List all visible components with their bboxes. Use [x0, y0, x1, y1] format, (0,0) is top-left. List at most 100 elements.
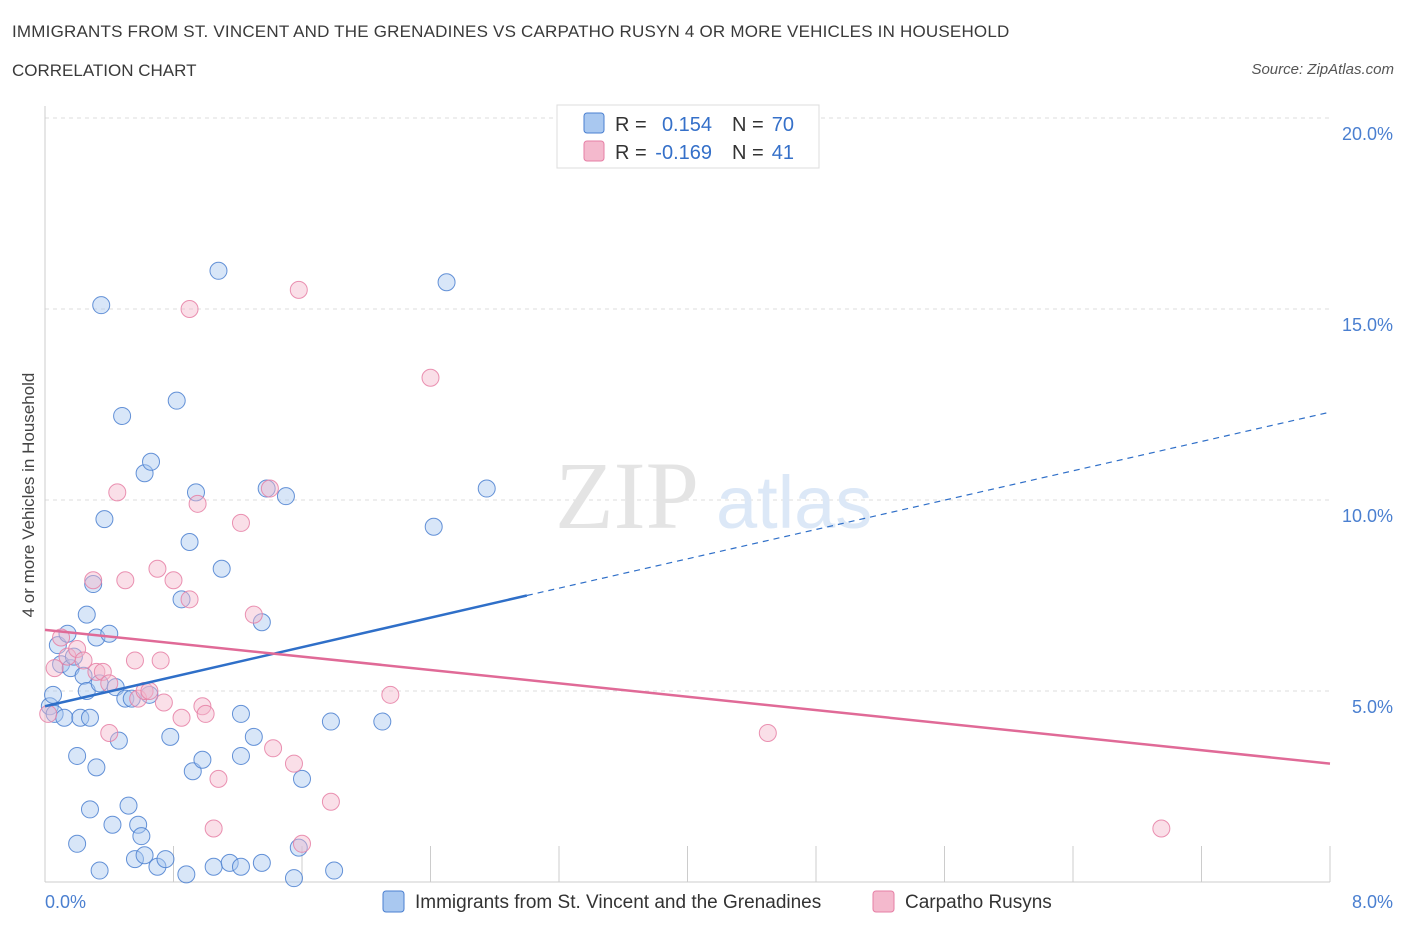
- point-s0-46: [183, 762, 202, 781]
- point-s0-42: [167, 391, 186, 410]
- legend-n-label-0: N =: [732, 114, 764, 136]
- point-s0-25: [103, 815, 122, 834]
- point-s0-55: [231, 704, 250, 723]
- chart-title: IMMIGRANTS FROM ST. VINCENT AND THE GREN…: [12, 22, 1010, 41]
- trend-line-blue-extension: [526, 411, 1331, 597]
- point-s1-40: [1152, 819, 1171, 838]
- point-s0-65: [325, 861, 344, 880]
- legend-r-value-0: 0.154: [662, 114, 712, 136]
- point-s1-35: [293, 834, 311, 853]
- point-s0-24: [100, 624, 119, 643]
- point-s0-50: [209, 261, 228, 280]
- point-s1-7: [87, 662, 106, 681]
- point-s0-41: [161, 727, 180, 746]
- point-s0-2: [45, 704, 64, 723]
- point-s0-11: [71, 708, 90, 727]
- point-s0-29: [116, 689, 135, 708]
- point-s0-66: [373, 712, 392, 731]
- point-s1-36: [321, 792, 340, 811]
- chart-subtitle: CORRELATION CHART: [12, 61, 197, 80]
- point-s0-54: [231, 746, 250, 765]
- point-s0-34: [132, 827, 151, 846]
- legend-r-label-0: R =: [615, 114, 647, 136]
- point-s1-21: [172, 708, 191, 727]
- trend-line-blue: [44, 594, 528, 708]
- point-s0-22: [92, 296, 111, 315]
- point-s1-31: [260, 479, 279, 498]
- axes: 5.0% 10.0% 15.0% 20.0% 0.0% 8.0%: [44, 106, 1393, 912]
- point-s0-69: [477, 479, 496, 498]
- series-legend-swatch-pink: [872, 890, 895, 913]
- point-s1-0: [39, 704, 58, 723]
- legend-n-label-1: N =: [732, 142, 764, 164]
- point-s1-12: [116, 571, 135, 590]
- point-s1-26: [196, 704, 215, 723]
- point-s1-5: [74, 651, 93, 670]
- point-s0-27: [109, 731, 128, 750]
- point-s0-68: [437, 273, 456, 292]
- point-s0-64: [321, 712, 340, 731]
- point-s1-28: [209, 769, 228, 788]
- point-s0-52: [220, 853, 239, 872]
- point-s0-9: [68, 834, 87, 853]
- point-s1-10: [100, 724, 119, 743]
- series-legend: Immigrants from St. Vincent and the Gren…: [382, 890, 1052, 913]
- point-s0-1: [44, 685, 63, 704]
- point-s1-22: [180, 590, 199, 609]
- point-s1-20: [164, 571, 183, 590]
- point-s1-18: [151, 651, 170, 670]
- point-s0-63: [293, 769, 311, 788]
- legend-r-label-1: R =: [615, 142, 647, 164]
- y-axis-label: 4 or more Vehicles in Household: [19, 373, 38, 618]
- series-legend-swatch-blue: [382, 890, 405, 913]
- point-s0-38: [142, 452, 161, 471]
- point-s0-36: [135, 464, 154, 483]
- correlation-legend: R = 0.154 N = 70 R = -0.169 N = 41: [556, 104, 820, 169]
- point-s1-33: [284, 754, 303, 773]
- y-tick-label-3: 20.0%: [1342, 124, 1393, 144]
- point-s1-2: [52, 628, 71, 647]
- point-s1-11: [108, 483, 127, 502]
- point-s0-45: [180, 533, 199, 552]
- point-s1-6: [84, 571, 103, 590]
- point-s0-67: [424, 517, 443, 536]
- point-s0-17: [84, 575, 103, 594]
- point-s1-30: [244, 605, 263, 624]
- point-s0-15: [77, 605, 96, 624]
- point-s0-47: [186, 483, 205, 502]
- y-tick-label-2: 15.0%: [1342, 315, 1393, 335]
- legend-r-value-1: -0.169: [655, 142, 712, 164]
- point-s0-44: [177, 865, 196, 884]
- point-s1-19: [154, 693, 173, 712]
- point-s0-56: [244, 727, 263, 746]
- series-legend-label-0: Immigrants from St. Vincent and the Gren…: [415, 892, 821, 913]
- point-s0-30: [119, 796, 138, 815]
- point-s1-27: [204, 819, 223, 838]
- point-s0-14: [80, 708, 99, 727]
- point-s0-53: [231, 857, 250, 876]
- series-legend-label-1: Carpatho Rusyns: [905, 892, 1052, 913]
- watermark-zip: ZIP: [555, 442, 699, 549]
- point-s0-35: [135, 846, 154, 865]
- point-s0-21: [90, 861, 109, 880]
- point-s0-48: [193, 750, 212, 769]
- point-s1-24: [188, 494, 207, 513]
- point-s0-49: [204, 857, 223, 876]
- point-s1-34: [289, 280, 308, 299]
- point-s0-16: [80, 800, 99, 819]
- point-s1-29: [231, 513, 250, 532]
- point-s1-38: [421, 368, 440, 387]
- watermark: ZIP atlas: [555, 442, 872, 549]
- data-points: [39, 261, 1171, 888]
- point-s0-23: [95, 510, 114, 529]
- trend-line-pink: [44, 628, 1331, 765]
- point-s0-32: [125, 850, 144, 869]
- legend-swatch-pink: [583, 140, 605, 162]
- grid-lines: [45, 117, 1330, 692]
- watermark-atlas: atlas: [716, 461, 872, 544]
- point-s0-5: [55, 708, 74, 727]
- trend-lines: [44, 411, 1331, 765]
- point-s0-10: [68, 746, 87, 765]
- point-s0-61: [284, 869, 303, 888]
